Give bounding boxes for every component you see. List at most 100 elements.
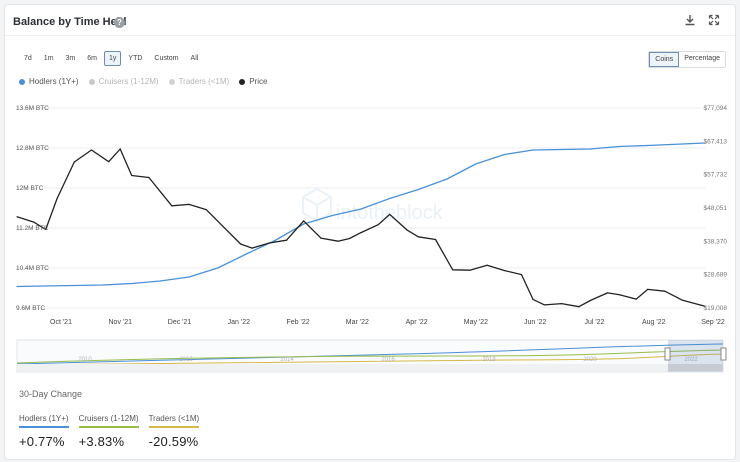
legend-label: Cruisers (1-12M) <box>98 77 159 86</box>
expand-icon[interactable] <box>707 14 721 28</box>
y-left-tick-label: 9.6M BTC <box>16 305 46 312</box>
navigator-year-label: 2012 <box>179 357 193 363</box>
range-button-custom[interactable]: Custom <box>154 55 179 62</box>
data-point <box>73 161 75 163</box>
legend-dot <box>168 78 175 85</box>
data-point <box>102 284 104 286</box>
y-left-tick-label: 10.4M BTC <box>16 265 49 272</box>
data-point <box>664 290 666 292</box>
range-button-6m[interactable]: 6m <box>87 55 97 62</box>
navigator-year-label: 2014 <box>280 357 294 363</box>
navigator-handle-left[interactable] <box>664 347 671 361</box>
data-point <box>704 305 706 307</box>
legend-label: Traders (<1M) <box>178 77 230 86</box>
data-point <box>561 148 563 151</box>
data-point <box>377 224 379 226</box>
series-line-hodlers[interactable] <box>16 142 706 288</box>
legend-item[interactable]: Cruisers (1-12M) <box>88 77 159 86</box>
y-right-tick-label: $28,689 <box>704 272 728 279</box>
legend-item[interactable]: Price <box>239 77 267 86</box>
data-point <box>543 304 546 306</box>
change-stat: Hodlers (1Y+) +0.77% <box>19 408 69 449</box>
range-button-3m[interactable]: 3m <box>65 55 76 62</box>
change-stat-value: -20.59% <box>148 434 199 449</box>
data-point <box>469 269 471 271</box>
navigator-year-label: 2016 <box>381 357 395 363</box>
data-point <box>188 276 190 278</box>
data-point <box>73 284 75 287</box>
y-left-tick-label: 12.8M BTC <box>16 145 49 152</box>
data-point <box>274 239 276 242</box>
data-point <box>503 153 505 156</box>
data-point <box>131 282 133 285</box>
watermark: intotheblock <box>302 187 444 224</box>
y-right-tick-label: $48,051 <box>704 205 728 212</box>
download-icon[interactable] <box>683 14 697 28</box>
legend-item[interactable]: Hodlers (1Y+) <box>19 77 79 86</box>
data-point <box>635 298 637 300</box>
data-point <box>119 148 121 150</box>
navigator-handle-right[interactable] <box>720 347 727 361</box>
data-point <box>520 274 523 276</box>
data-point <box>360 208 362 210</box>
data-point <box>159 280 161 282</box>
range-button-1y[interactable]: 1y <box>104 51 122 66</box>
y-axis-right: $77,094 $67,413 $57,732 $48,051 $38,370 $28,6… <box>704 105 728 312</box>
unit-button-percentage[interactable]: Percentage <box>684 55 720 62</box>
legend-item[interactable]: Traders (<1M) <box>168 77 230 86</box>
watermark-logo: intotheblock <box>302 187 444 224</box>
data-point <box>681 143 683 145</box>
x-tick-label: Nov '21 <box>109 319 133 326</box>
data-point <box>33 221 35 223</box>
x-tick-label: Jun '22 <box>524 319 546 326</box>
data-point <box>56 197 58 200</box>
range-navigator[interactable]: 2010 2012 2014 2016 2018 2020 2022 <box>5 338 737 378</box>
data-point <box>108 161 110 163</box>
navigator-scrollbar[interactable] <box>17 364 723 371</box>
data-point <box>606 292 609 294</box>
navigator-year-label: 2010 <box>78 357 92 363</box>
data-point <box>45 228 47 231</box>
chart-title: Balance by Time Held <box>13 16 127 28</box>
data-point <box>561 303 563 305</box>
y-right-tick-label: $57,732 <box>704 172 728 179</box>
data-point <box>90 149 93 151</box>
unit-button-coins[interactable]: Coins <box>649 52 680 67</box>
chart-legend: Hodlers (1Y+) Cruisers (1-12M) Traders (<1… <box>19 77 267 86</box>
range-button-1m[interactable]: 1m <box>43 55 54 62</box>
data-point <box>348 237 351 240</box>
data-point <box>486 264 488 266</box>
data-point <box>148 176 150 179</box>
y-left-tick-label: 13.6M BTC <box>16 105 49 112</box>
data-point <box>417 188 419 191</box>
y-axis-left: 13.6M BTC 12.8M BTC 12M BTC 11.2M BTC 10.4M … <box>16 105 49 312</box>
data-point <box>188 203 190 205</box>
data-point <box>532 149 534 151</box>
change-stat-value: +3.83% <box>78 434 125 449</box>
data-point <box>503 269 505 272</box>
range-button-all[interactable]: All <box>190 55 199 62</box>
range-button-7d[interactable]: 7d <box>24 55 32 62</box>
data-point <box>647 288 649 290</box>
y-right-tick-label: $67,413 <box>704 138 728 145</box>
data-point <box>16 216 18 218</box>
data-point <box>578 306 580 308</box>
question-icon[interactable]: ? <box>114 17 125 28</box>
x-tick-label: Jan '22 <box>228 319 250 326</box>
range-button-ytd[interactable]: YTD <box>128 55 143 62</box>
navigator-year-label: 2022 <box>684 357 698 363</box>
data-point <box>704 142 706 144</box>
data-point <box>320 237 322 239</box>
x-tick-label: Oct '21 <box>50 319 72 326</box>
data-point <box>360 232 362 234</box>
x-axis: Oct '21 Nov '21 Dec '21 Jan '22 Feb '22 Mar '… <box>50 319 725 326</box>
y-left-tick-label: 11.2M BTC <box>16 225 49 232</box>
chart-svg[interactable]: intotheblock 13.6M BTC 12.8M BTC 12M BTC 11… <box>5 5 737 335</box>
data-point <box>647 144 649 147</box>
data-point <box>171 205 173 207</box>
data-point <box>406 229 408 231</box>
data-point <box>389 197 391 200</box>
data-point <box>532 298 534 300</box>
navigator-scroll-thumb[interactable] <box>668 364 723 371</box>
data-point <box>446 178 448 180</box>
